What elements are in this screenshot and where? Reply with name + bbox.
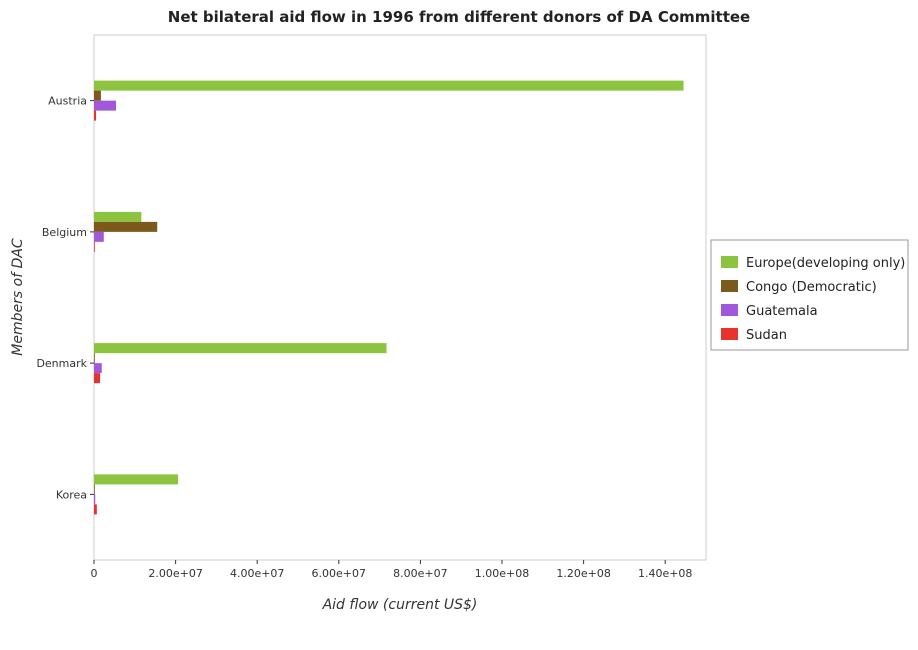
bar-denmark-europe-developing-only [94, 343, 387, 354]
bar-belgium-congo-democratic [94, 221, 158, 232]
x-tick-label: 8.00e+07 [393, 567, 447, 580]
legend-label: Guatemala [746, 304, 818, 319]
legend-items: Europe(developing only) Congo (Democratic… [721, 256, 905, 343]
bar-korea-congo-democratic [94, 484, 95, 495]
y-axis: Austria Belgium Denmark Korea [36, 95, 94, 501]
y-tick-label: Korea [56, 488, 87, 501]
bar-austria-guatemala [94, 100, 117, 111]
legend: Europe(developing only) Congo (Democratic… [710, 239, 909, 351]
bar-denmark-guatemala [94, 363, 102, 374]
bar-belgium-guatemala [94, 231, 104, 242]
bar-austria-europe-developing-only [94, 80, 684, 91]
bar-belgium-sudan [94, 241, 95, 252]
y-tick-label: Denmark [36, 357, 87, 370]
legend-label: Europe(developing only) [746, 256, 905, 271]
x-tick-label: 4.00e+07 [230, 567, 284, 580]
legend-label: Sudan [746, 328, 787, 343]
legend-swatch [721, 304, 738, 316]
y-axis-title: Members of DAC [10, 238, 26, 356]
bar-korea-sudan [94, 504, 97, 515]
legend-swatch [721, 328, 738, 340]
legend-swatch [721, 280, 738, 292]
legend-frame [710, 239, 909, 351]
bar-korea-europe-developing-only [94, 474, 179, 485]
bar-austria-congo-democratic [94, 90, 101, 101]
plot-area: Austria Belgium Denmark Korea 0 2.00e+07 4.00… [36, 34, 707, 580]
bar-austria-sudan [94, 110, 97, 121]
plot-frame [93, 34, 707, 561]
x-tick-label: 1.40e+08 [638, 567, 692, 580]
legend-label: Congo (Democratic) [746, 280, 877, 295]
chart-title: Net bilateral aid flow in 1996 from diff… [167, 8, 751, 26]
y-tick-label: Belgium [42, 226, 87, 239]
x-tick-label: 6.00e+07 [312, 567, 366, 580]
x-axis-title: Aid flow (current US$) [322, 597, 478, 613]
x-axis: 0 2.00e+07 4.00e+07 6.00e+07 8.00e+07 1.00e+0… [91, 560, 692, 580]
x-tick-label: 2.00e+07 [148, 567, 202, 580]
bar-denmark-sudan [94, 373, 101, 384]
x-tick-label: 0 [91, 567, 98, 580]
y-tick-label: Austria [48, 95, 87, 108]
legend-swatch [721, 256, 738, 268]
x-tick-label: 1.20e+08 [556, 567, 610, 580]
bars [94, 80, 684, 515]
bar-belgium-europe-developing-only [94, 211, 142, 222]
x-tick-label: 1.00e+08 [475, 567, 529, 580]
bar-korea-guatemala [94, 494, 96, 505]
bar-denmark-congo-democratic [94, 353, 95, 364]
